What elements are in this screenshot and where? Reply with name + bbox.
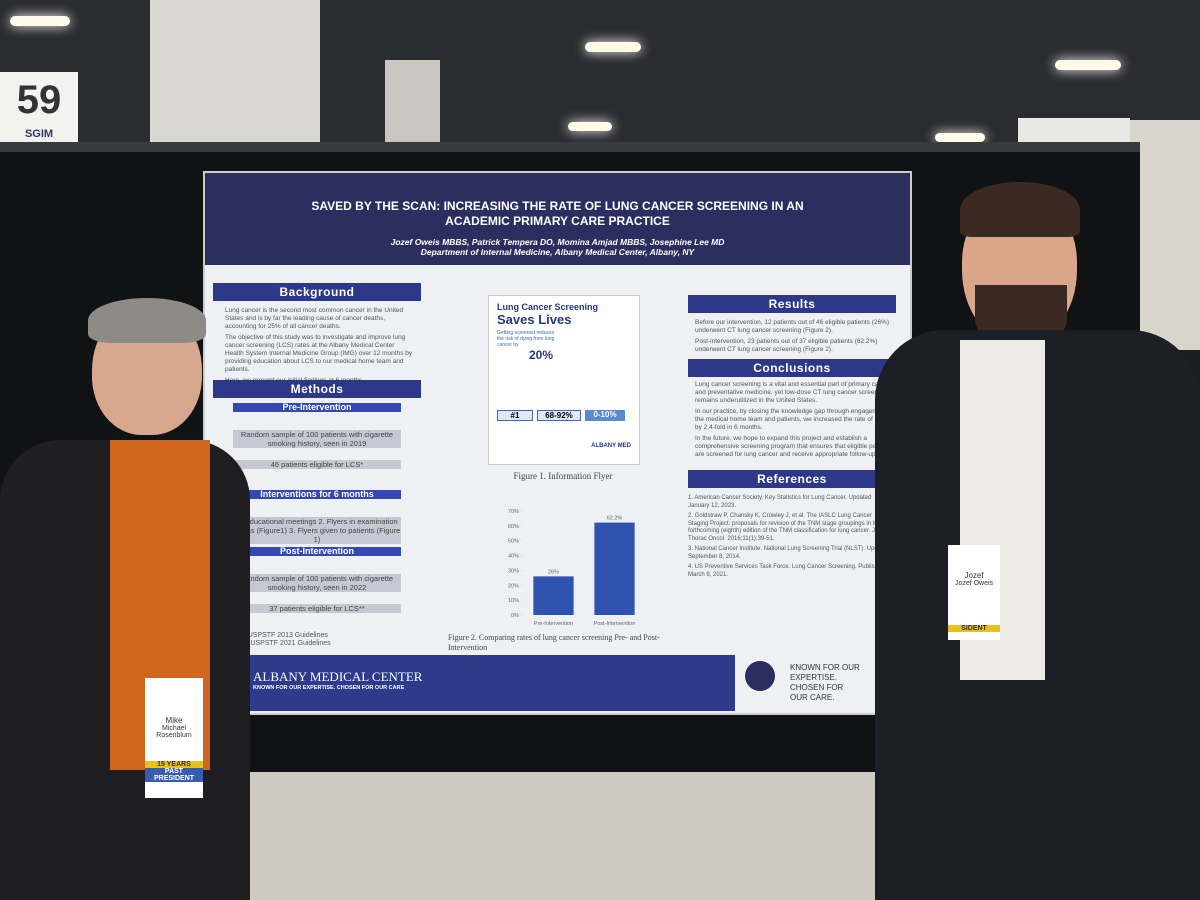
method-step: Interventions for 6 months <box>233 490 401 499</box>
paragraph: Before our intervention, 12 patients out… <box>695 319 890 334</box>
wall <box>1130 120 1200 350</box>
footer-tagline: KNOWN FOR OUR EXPERTISE. CHOSEN FOR OUR … <box>253 685 405 691</box>
y-tick-label: 40% <box>508 554 519 560</box>
y-tick-label: 60% <box>508 524 519 530</box>
booth-number: 59 <box>16 78 62 122</box>
conclusions-text: Lung cancer screening is a vital and ess… <box>695 381 895 462</box>
section-heading: Conclusions <box>688 359 896 377</box>
light <box>568 122 612 131</box>
flyer-stat: 68-92% <box>537 410 581 421</box>
flyer-title: Lung Cancer Screening <box>497 302 599 312</box>
section-heading: Results <box>688 295 896 313</box>
light <box>585 42 641 52</box>
poster-title: SAVED BY THE SCAN: INCREASING THE RATE O… <box>311 199 804 228</box>
flyer-lead: Getting screened reduces the risk of dyi… <box>497 330 555 348</box>
method-step: Pre-Intervention <box>233 403 401 412</box>
bar-chart: 0% 10% 20% 30% 40% 50% 60% 70% 26% Pre-Interventi… <box>508 509 636 627</box>
value-label: 62.2% <box>607 516 623 522</box>
bar <box>594 522 635 615</box>
x-tick-label: Post-Intervention <box>594 621 636 627</box>
footer-right-tagline: KNOWN FOR OUR EXPERTISE. CHOSEN FOR OUR … <box>790 663 860 702</box>
paragraph: Lung cancer is the second most common ca… <box>225 307 404 330</box>
footer-band: ALBANY MEDICAL CENTER KNOWN FOR OUR EXPE… <box>245 655 735 711</box>
bar <box>533 576 574 615</box>
name-badge: Jozef Jozef Oweis SIDENT <box>948 545 1000 640</box>
figure-caption: Figure 2. Comparing rates of lung cancer… <box>448 633 660 652</box>
poster: SAVED BY THE SCAN: INCREASING THE RATE O… <box>205 173 910 713</box>
method-step: Random sample of 100 patients with cigar… <box>233 430 401 448</box>
figure-caption: Figure 1. Information Flyer <box>513 471 613 481</box>
badge-full: Michael Rosenblum <box>156 725 192 739</box>
results-text: Before our intervention, 12 patients out… <box>695 319 895 357</box>
x-tick-label: Pre-Intervention <box>534 621 573 627</box>
note: *USPSTF 2013 Guidelines <box>245 632 328 639</box>
light <box>935 133 985 142</box>
method-step: 1. Educational meetings 2. Flyers in exa… <box>233 517 401 544</box>
section-heading: Background <box>213 283 421 301</box>
method-step: 46 patients eligible for LCS* <box>233 460 401 469</box>
flyer-stat: #1 <box>497 410 533 421</box>
light <box>10 16 70 26</box>
y-tick-label: 30% <box>508 568 519 574</box>
value-label: 26% <box>548 569 559 575</box>
references-text: 1. American Cancer Society. Key Statisti… <box>688 495 893 582</box>
method-step: Post-Intervention <box>233 547 401 556</box>
section-heading: Methods <box>213 380 421 398</box>
footer-name: ALBANY MEDICAL CENTER <box>253 669 423 684</box>
poster-header: SAVED BY THE SCAN: INCREASING THE RATE O… <box>205 173 910 265</box>
flyer-subtitle: Saves Lives <box>497 312 572 327</box>
authors: Jozef Oweis MBBS, Patrick Tempera DO, Mo… <box>390 237 725 247</box>
flyer-stats: #1 68-92% 0-10% <box>497 410 639 421</box>
light <box>1055 60 1121 70</box>
badge-first: Mike <box>165 716 183 725</box>
paragraph: In our practice, by closing the knowledg… <box>695 408 895 431</box>
method-step: 37 patients eligible for LCS** <box>233 604 401 613</box>
pillar <box>385 60 440 155</box>
badge-ribbon: SIDENT <box>948 625 1000 632</box>
badge-full: Jozef Oweis <box>954 580 994 587</box>
paragraph: 2. Goldstraw P, Chansky K, Crowley J, et… <box>688 513 881 542</box>
y-tick-label: 50% <box>508 539 519 545</box>
name-badge: Mike Michael Rosenblum 15 YEARS PAST PRE… <box>145 678 203 798</box>
logo <box>745 661 775 691</box>
methods-notes: *USPSTF 2013 Guidelines **USPSTF 2021 Gu… <box>245 632 405 648</box>
department: Department of Internal Medicine, Albany … <box>420 247 695 257</box>
paragraph: Post-intervention, 23 patients out of 37… <box>695 338 878 353</box>
badge-first: Jozef <box>964 571 984 580</box>
badge-ribbon: PAST PRESIDENT <box>145 768 203 782</box>
paragraph: 3. National Cancer Institute. National L… <box>688 546 890 560</box>
person-hair <box>960 182 1080 237</box>
flyer-big: 20% <box>529 348 554 362</box>
badge-ribbon: 15 YEARS <box>145 761 203 768</box>
y-tick-label: 0% <box>511 613 519 619</box>
y-tick-label: 20% <box>508 583 519 589</box>
y-tick-label: 70% <box>508 509 519 515</box>
y-tick-label: 10% <box>508 598 519 604</box>
paragraph: In the future, we hope to expand this pr… <box>695 435 892 458</box>
booth-org: SGIM <box>24 128 54 140</box>
booth-sign: 59 SGIM <box>0 72 78 154</box>
flyer-stat: 0-10% <box>585 410 625 421</box>
section-heading: References <box>688 470 896 488</box>
flyer: Lung Cancer Screening Saves Lives Gettin… <box>488 295 640 465</box>
note: **USPSTF 2021 Guidelines <box>245 640 331 647</box>
pillar <box>150 0 320 150</box>
flyer-brand: ALBANY MED <box>591 443 631 449</box>
person-hair <box>88 298 206 343</box>
method-step: Random sample of 100 patients with cigar… <box>233 574 401 592</box>
background-text: Lung cancer is the second most common ca… <box>225 307 415 388</box>
paragraph: 4. US Preventive Services Task Force. Lu… <box>688 564 885 578</box>
paragraph: Lung cancer screening is a vital and ess… <box>695 381 887 404</box>
paragraph: The objective of this study was to inves… <box>225 334 413 373</box>
paragraph: 1. American Cancer Society. Key Statisti… <box>688 495 872 509</box>
